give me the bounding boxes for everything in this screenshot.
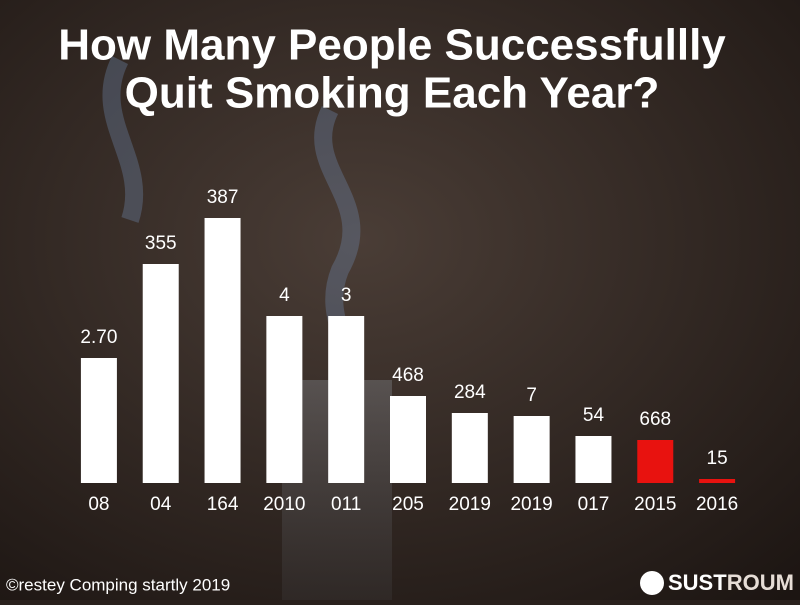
bar (637, 440, 674, 483)
x-tick-label: 2016 (696, 494, 738, 515)
x-tick-label: 164 (207, 494, 239, 515)
bar (204, 218, 241, 483)
logo-part: ROUM (727, 570, 794, 595)
x-tick-label: 08 (88, 494, 109, 515)
bar-label: 7 (526, 385, 537, 406)
x-tick-label: 2015 (634, 494, 676, 515)
logo: SUSTROUM (668, 570, 794, 595)
chart-title: How Many People Successfullly (58, 21, 726, 70)
bar-label: 15 (707, 448, 728, 469)
bar-label: 355 (145, 233, 177, 254)
x-tick-label: 017 (578, 494, 610, 515)
bar-label: 668 (639, 409, 671, 430)
x-tick-label: 2019 (449, 494, 491, 515)
bar-label: 3 (341, 285, 352, 306)
bar-label: 2.70 (80, 327, 117, 348)
bar (80, 358, 117, 483)
chart-title: Quit Smoking Each Year? (125, 69, 660, 118)
x-tick-label: 04 (150, 494, 172, 515)
footer: ©restey Comping startly 2019 (6, 575, 230, 594)
bar (328, 316, 365, 483)
bar (266, 316, 303, 483)
x-tick-label: 205 (392, 494, 424, 515)
bar-label: 468 (392, 365, 424, 386)
logo-part: SUST (668, 570, 727, 595)
bar (451, 413, 488, 483)
bar (699, 479, 736, 483)
bar (142, 264, 179, 483)
logo-icon (640, 571, 664, 595)
bar-label: 284 (454, 382, 486, 403)
bar (575, 436, 612, 483)
bar (513, 416, 550, 483)
bar-label: 4 (279, 285, 290, 306)
bar-label: 387 (207, 187, 239, 208)
x-tick-label: 011 (331, 494, 361, 515)
x-tick-label: 2019 (510, 494, 552, 515)
x-tick-label: 2010 (263, 494, 305, 515)
bar-label: 54 (583, 405, 605, 426)
bar (390, 396, 426, 483)
